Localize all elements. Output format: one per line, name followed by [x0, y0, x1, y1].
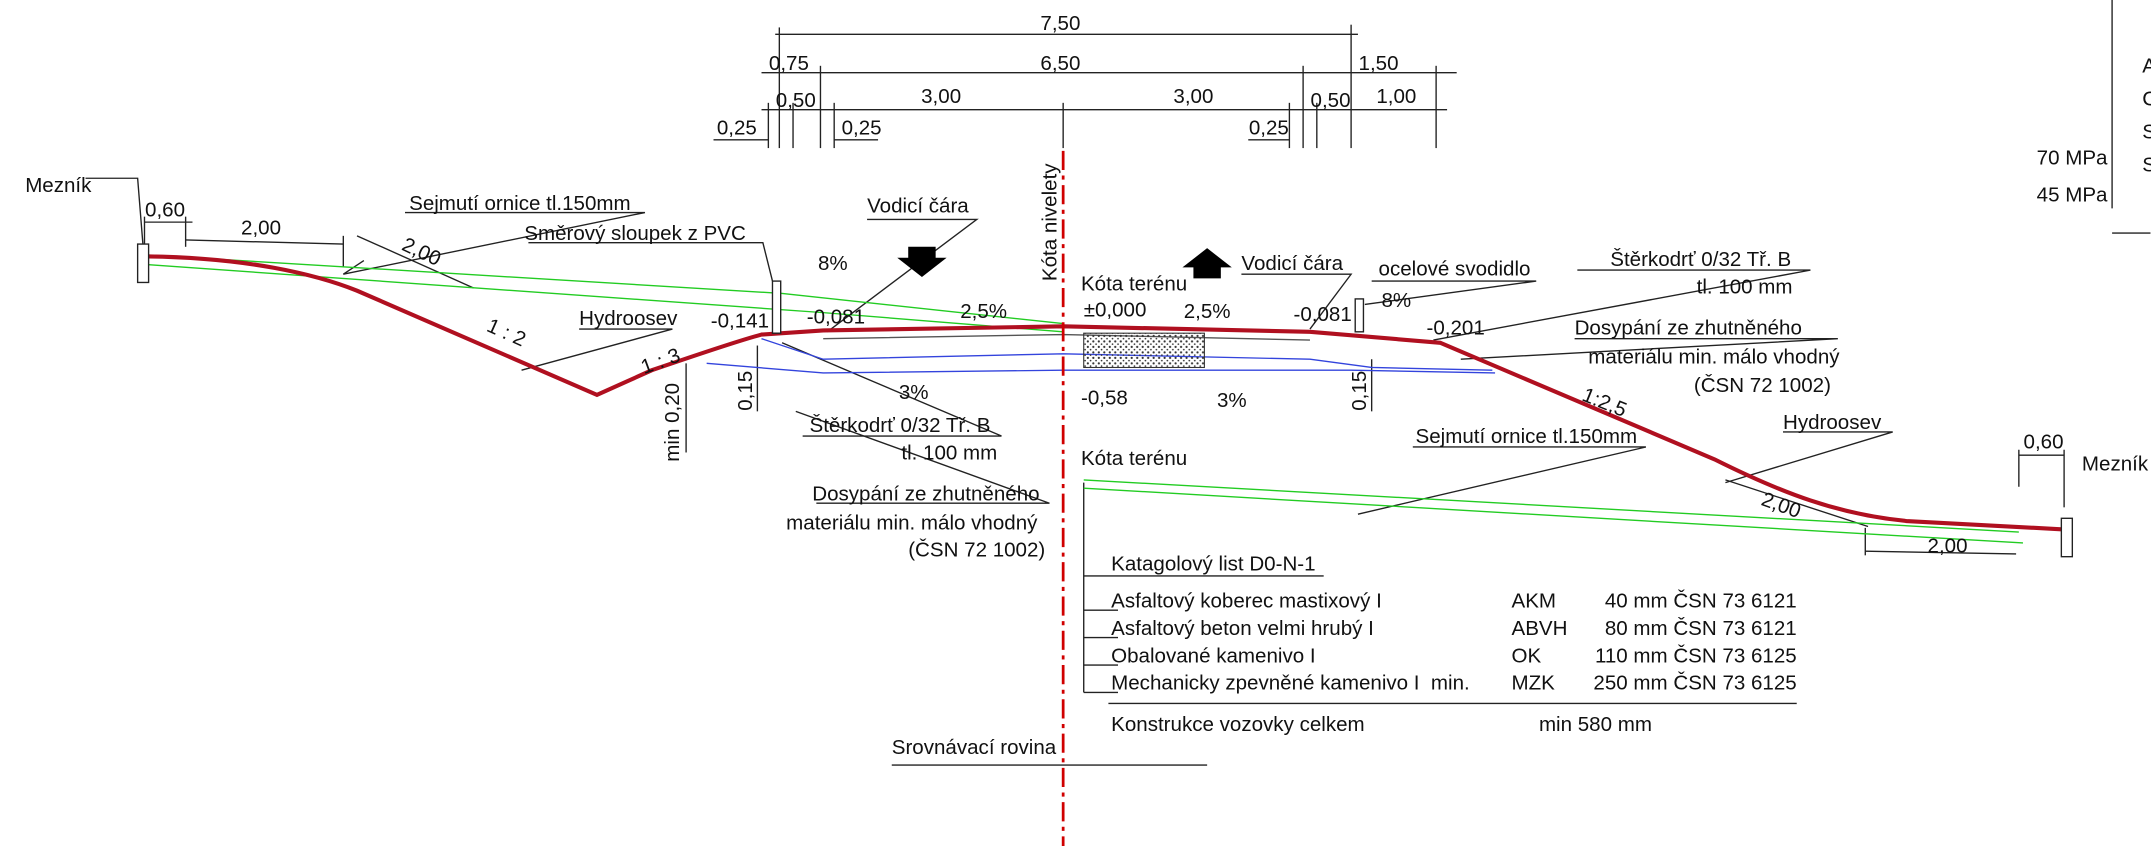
annotation: Dosypání ze zhutněného — [812, 482, 1039, 505]
dimension: 0,60 — [145, 199, 185, 222]
dimension: 3,00 — [1173, 85, 1213, 108]
annotation: (ČSN 72 1002) — [908, 539, 1045, 562]
dimension: 3,00 — [921, 85, 961, 108]
level: ±0,000 — [1084, 299, 1147, 322]
slope: 8% — [1381, 289, 1411, 312]
total-value: min 580 mm — [1539, 713, 1652, 736]
slope: 1 : 3 — [638, 344, 683, 379]
annotation: Srovnávací rovina — [892, 736, 1057, 759]
annotation: Dosypání ze zhutněného — [1575, 317, 1802, 340]
layer-name: Mechanicky zpevněné kamenivo I min. — [1111, 672, 1470, 695]
annotation: materiálu min. málo vhodný — [786, 511, 1038, 534]
layer-thickness: 40 mm ČSN 73 6121 — [1605, 589, 1797, 612]
layer-thickness: 80 mm ČSN 73 6121 — [1605, 617, 1797, 640]
layer-thickness: 250 mm ČSN 73 6125 — [1593, 672, 1796, 695]
dimension: 0,75 — [769, 52, 809, 75]
annotation: ocelové svodidlo — [1379, 258, 1531, 281]
annotation: Kóta nivelety — [1038, 163, 1061, 281]
dimension: 2,00 — [241, 216, 281, 239]
slope: 8% — [818, 252, 848, 275]
annotation: (ČSN 72 1002) — [1694, 374, 1831, 397]
layers — [136, 150, 2074, 846]
annotation: Štěrkodrť 0/32 Tř. B — [809, 414, 990, 437]
dimension: 0,50 — [776, 89, 816, 112]
dimension: 0,25 — [717, 116, 757, 139]
level: -0,201 — [1427, 317, 1485, 340]
layer-code: ABVH — [1512, 617, 1568, 640]
level: -0,081 — [807, 306, 865, 329]
dimension: 0,25 — [842, 116, 882, 139]
annotation: materiálu min. málo vhodný — [1588, 345, 1840, 368]
dimension: 2,00 — [1928, 535, 1968, 558]
slope: 2,5% — [960, 300, 1007, 323]
dimension: 0,15 — [1348, 371, 1371, 411]
modulus: 70 MPa — [2037, 147, 2108, 170]
annotation: tl. 100 mm — [901, 441, 997, 464]
slope: 3% — [1217, 389, 1247, 412]
annotation: Sejmutí ornice tl.150mm — [1416, 425, 1638, 448]
layer-name: Asfaltový koberec mastixový I — [1111, 589, 1382, 612]
modulus: 45 MPa — [2037, 184, 2108, 207]
layer-code: MZK — [1512, 672, 1556, 695]
dimension: 1,50 — [1359, 52, 1399, 75]
annotation: Hydroosev — [1783, 411, 1882, 434]
annotation: Vodicí čára — [1241, 252, 1343, 275]
cropped-text: A — [2142, 55, 2151, 78]
dimension: 7,50 — [1040, 12, 1080, 35]
layer-name: Obalované kamenivo I — [1111, 644, 1315, 667]
annotation: Mezník — [2082, 452, 2149, 475]
geometry — [85, 0, 2151, 766]
slope: 3% — [899, 381, 929, 404]
cropped-text: C — [2142, 88, 2151, 111]
annotation: Vodicí čára — [867, 195, 969, 218]
slope: 1:2,5 — [1579, 383, 1630, 421]
dimension: 0,25 — [1249, 116, 1289, 139]
layer-code: OK — [1512, 644, 1542, 667]
level: -0,58 — [1081, 386, 1128, 409]
annotation: Sejmutí ornice tl.150mm — [409, 192, 631, 215]
dimension: 0,15 — [734, 371, 757, 411]
annotation: Kóta terénu — [1081, 447, 1187, 470]
total-label: Konstrukce vozovky celkem — [1111, 713, 1365, 736]
cropped-text: S — [2142, 153, 2151, 176]
dimension: 0,60 — [2024, 430, 2064, 453]
dimension: min 0,20 — [661, 383, 684, 462]
pavement-title: Katagolový list D0-N-1 — [1111, 552, 1315, 575]
annotation: Hydroosev — [579, 307, 678, 330]
slope: 2,5% — [1184, 300, 1231, 323]
level: -0,141 — [711, 310, 769, 333]
annotation: Mezník — [25, 174, 92, 197]
layer-code: AKM — [1512, 589, 1557, 612]
cropped-text: S — [2142, 120, 2151, 143]
dimension: 6,50 — [1040, 52, 1080, 75]
annotation: Kóta terénu — [1081, 273, 1187, 296]
dimension: 0,50 — [1311, 89, 1351, 112]
layer-name: Asfaltový beton velmi hrubý I — [1111, 617, 1374, 640]
layer-thickness: 110 mm ČSN 73 6125 — [1595, 644, 1797, 667]
level: -0,081 — [1294, 303, 1352, 326]
dimension: 1,00 — [1376, 85, 1416, 108]
annotation: tl. 100 mm — [1697, 275, 1793, 298]
annotation: Štěrkodrť 0/32 Tř. B — [1610, 248, 1791, 271]
slope: 1 : 2 — [483, 314, 529, 351]
annotation: Směrový sloupek z PVC — [524, 222, 746, 245]
labels: 7,50 0,75 6,50 1,50 0,50 3,00 3,00 0,50 … — [25, 12, 2151, 759]
